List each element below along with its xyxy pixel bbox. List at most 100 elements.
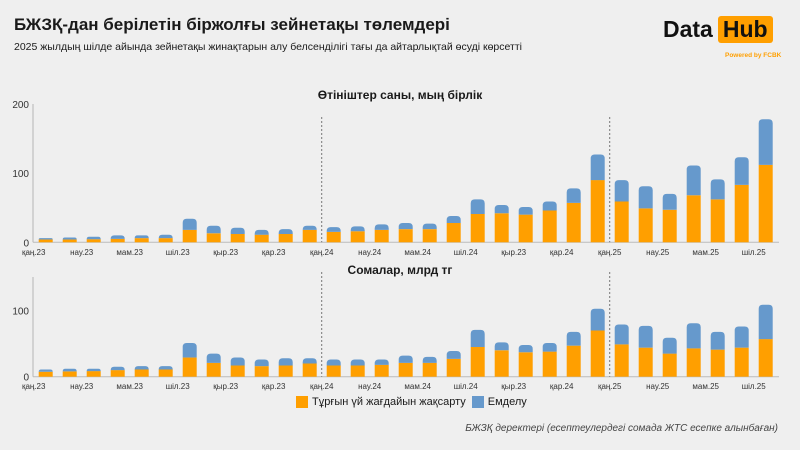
legend: Тұрғын үй жағдайын жақсарту Емделу: [296, 396, 533, 408]
bar-treatment: [614, 180, 629, 202]
page-subtitle: 2025 жылдың шілде айында зейнетақы жинақ…: [14, 41, 522, 53]
bar-housing: [374, 229, 389, 243]
datahub-logo: Data Hub: [663, 16, 773, 43]
x-tick-label: шіл.24: [454, 248, 479, 257]
bar-treatment: [230, 357, 245, 366]
bar-treatment: [758, 119, 773, 165]
bar-treatment: [590, 154, 605, 181]
x-tick-label: қаң.23: [22, 382, 46, 391]
bar-housing: [38, 371, 53, 377]
bar-housing: [374, 364, 389, 377]
bar-housing: [734, 184, 749, 243]
x-tick-label: мам.25: [692, 248, 719, 257]
bar-housing: [422, 362, 437, 377]
bar-housing: [158, 238, 173, 243]
x-tick-label: қар.23: [262, 248, 286, 257]
bar-housing: [302, 363, 317, 377]
legend-label-treatment: Емделу: [487, 396, 527, 408]
bar-treatment: [278, 358, 293, 366]
bar-treatment: [374, 359, 389, 365]
bar-housing: [398, 362, 413, 377]
bar-housing: [350, 365, 365, 377]
bar-housing: [182, 229, 197, 243]
bar-housing: [662, 353, 677, 377]
x-tick-label: нау.23: [70, 248, 94, 257]
logo-word-hub: Hub: [717, 16, 773, 43]
bar-housing: [302, 229, 317, 243]
bar-treatment: [446, 216, 461, 223]
bar-treatment: [350, 359, 365, 366]
x-tick-label: нау.24: [358, 382, 382, 391]
x-tick-label: қаң.25: [598, 248, 622, 257]
bar-treatment: [542, 201, 557, 211]
x-tick-label: қаң.24: [310, 382, 334, 391]
x-tick-label: шіл.25: [742, 248, 767, 257]
y-tick-label: 100: [12, 169, 29, 180]
logo-tagline: Powered by FCBK: [725, 52, 782, 59]
bar-housing: [350, 231, 365, 243]
bar-treatment: [134, 235, 149, 239]
x-tick-label: қыр.23: [213, 248, 238, 257]
x-tick-label: қаң.24: [310, 248, 334, 257]
x-tick-label: мам.24: [404, 248, 431, 257]
x-tick-label: мам.23: [116, 248, 143, 257]
bar-treatment: [518, 207, 533, 215]
bar-treatment: [590, 308, 605, 331]
x-tick-label: шіл.23: [166, 248, 191, 257]
bar-housing: [518, 214, 533, 243]
bar-treatment: [278, 229, 293, 235]
y-tick-label: 200: [12, 100, 29, 111]
bar-treatment: [494, 204, 509, 214]
bar-housing: [38, 239, 53, 243]
chart-title: Өтініштер саны, мың бірлік: [318, 88, 483, 102]
bar-housing: [638, 208, 653, 243]
bar-treatment: [662, 337, 677, 354]
bar-housing: [494, 350, 509, 377]
bar-treatment: [398, 355, 413, 363]
bar-housing: [566, 345, 581, 377]
x-tick-label: нау.24: [358, 248, 382, 257]
legend-item-treatment: Емделу: [471, 396, 527, 408]
bar-housing: [422, 229, 437, 243]
bar-treatment: [38, 369, 53, 372]
bar-housing: [182, 357, 197, 377]
bar-treatment: [398, 222, 413, 230]
bar-treatment: [686, 165, 701, 196]
legend-label-housing: Тұрғын үй жағдайын жақсарту: [312, 396, 466, 408]
bar-housing: [278, 365, 293, 377]
bar-treatment: [326, 359, 341, 366]
bar-treatment: [206, 353, 221, 363]
bar-treatment: [62, 237, 77, 240]
bar-housing: [230, 234, 245, 243]
legend-swatch-treatment: [471, 396, 484, 408]
bar-housing: [686, 195, 701, 243]
x-tick-label: қыр.23: [213, 382, 238, 391]
bar-housing: [110, 370, 125, 377]
bar-housing: [470, 213, 485, 243]
bar-housing: [446, 222, 461, 243]
bar-housing: [278, 234, 293, 243]
bar-treatment: [326, 227, 341, 232]
bar-housing: [542, 210, 557, 243]
x-tick-label: қыр.23: [501, 382, 526, 391]
bar-treatment: [710, 331, 725, 350]
bar-treatment: [638, 186, 653, 209]
bar-treatment: [734, 157, 749, 185]
x-tick-label: нау.25: [646, 248, 670, 257]
bar-treatment: [686, 323, 701, 349]
bar-housing: [446, 358, 461, 377]
bar-treatment: [758, 304, 773, 340]
bar-housing: [326, 365, 341, 377]
bar-treatment: [302, 225, 317, 230]
bar-housing: [110, 238, 125, 243]
x-tick-label: шіл.23: [166, 382, 191, 391]
chart-title: Сомалар, млрд тг: [348, 263, 453, 277]
x-tick-label: қыр.23: [501, 248, 526, 257]
bar-housing: [206, 362, 221, 377]
bar-treatment: [710, 179, 725, 200]
bar-treatment: [374, 224, 389, 230]
bar-treatment: [542, 343, 557, 352]
x-tick-label: мам.25: [692, 382, 719, 391]
bar-housing: [710, 349, 725, 377]
